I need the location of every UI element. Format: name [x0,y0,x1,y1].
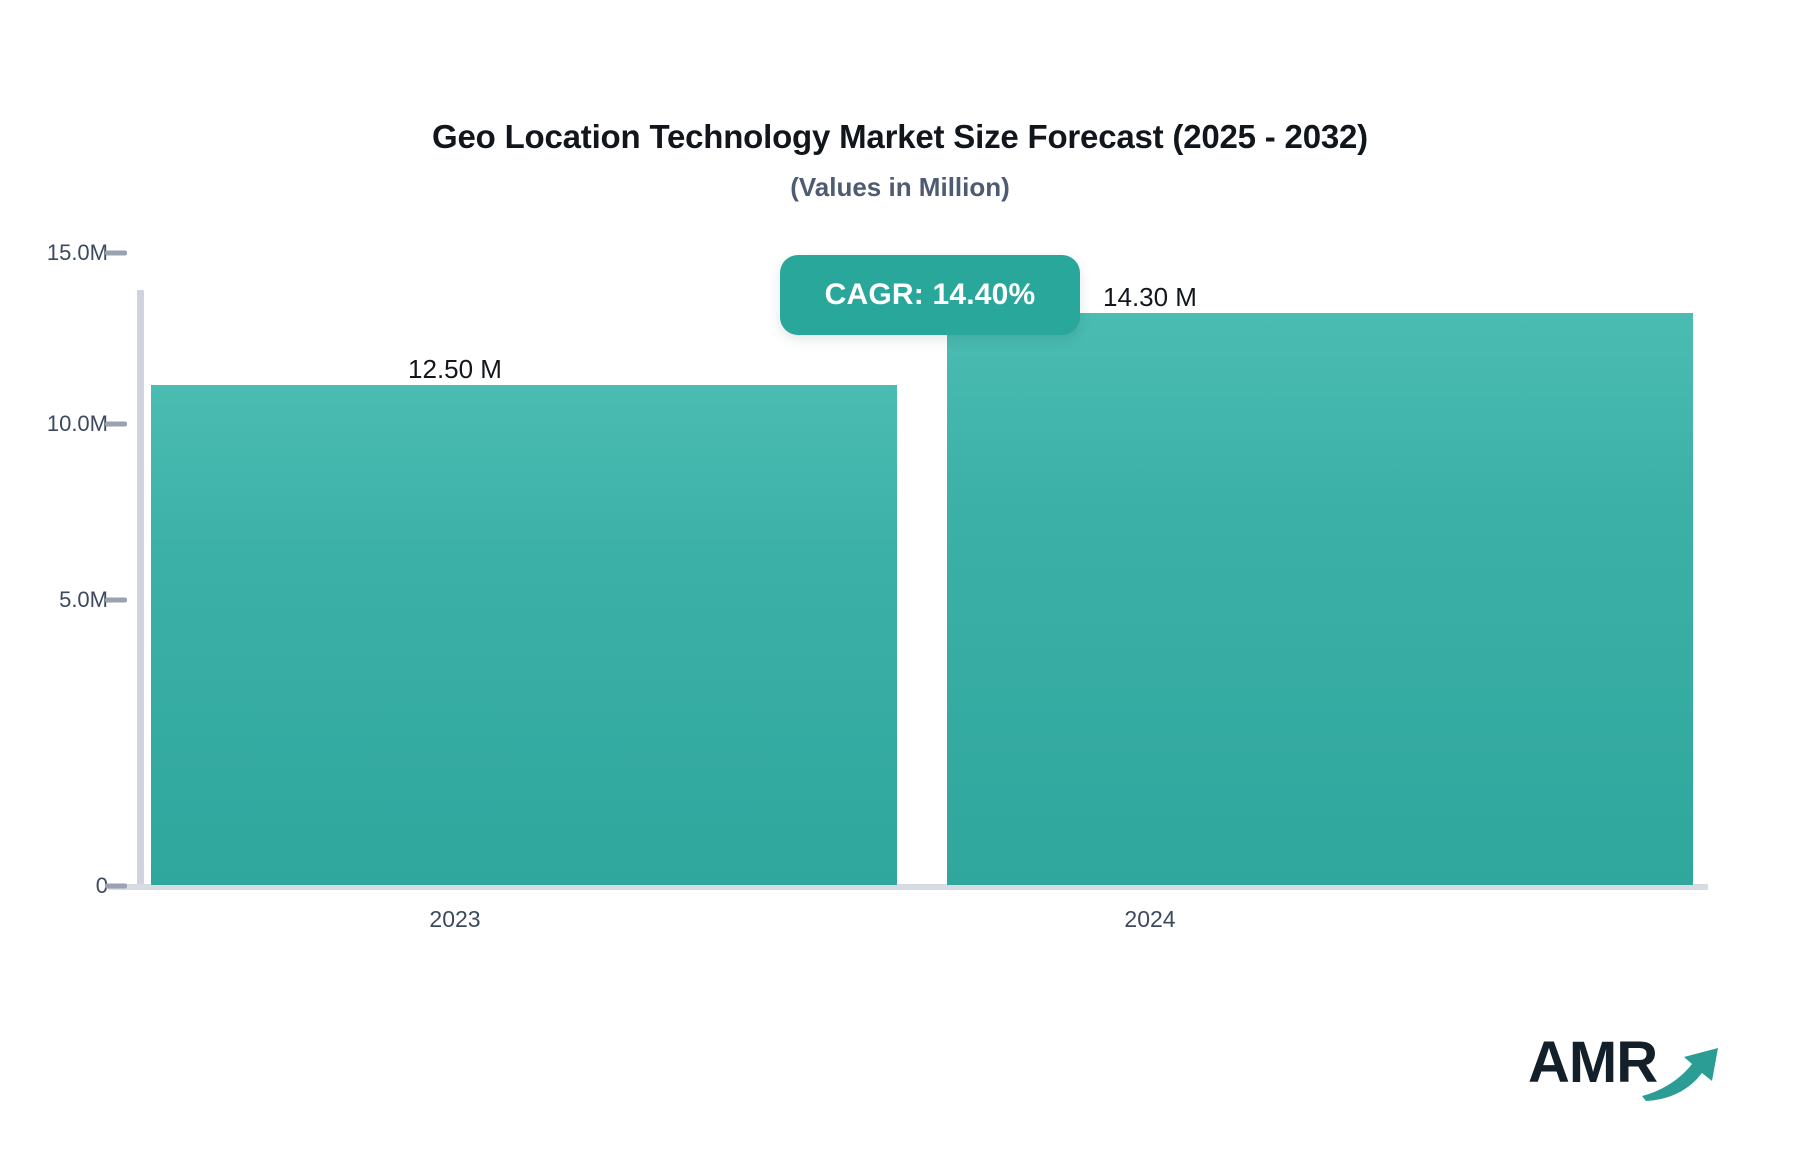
x-tick-label-2023: 2023 [429,906,481,932]
amr-logo: AMR [1528,1030,1728,1110]
x-axis-line [108,884,1708,890]
bar-value-label-2024: 14.30 M [1103,282,1197,312]
y-tick-dash-0 [105,883,127,889]
bar-2024[interactable] [947,313,1693,885]
y-tick-label-15: 15.0M [46,240,108,265]
cagr-badge-label: CAGR: 14.40% [824,278,1036,311]
y-tick-label-10: 10.0M [46,411,108,436]
y-tick-dash-5 [105,597,127,603]
x-tick-label-2024: 2024 [1124,906,1176,932]
page-title: Geo Location Technology Market Size Fore… [432,118,1368,155]
y-tick-dash-15 [105,250,127,256]
y-tick-label-0: 0 [95,873,108,898]
y-axis-line [137,290,144,888]
chart-subtitle: (Values in Million) [790,172,1010,202]
amr-logo-text: AMR [1528,1030,1658,1095]
growth-arrow-icon [1642,1048,1718,1101]
y-tick-dash-10 [105,421,127,427]
bar-2023[interactable] [151,385,897,885]
y-tick-label-5: 5.0M [59,587,108,612]
bar-value-label-2023: 12.50 M [408,354,502,384]
cagr-badge[interactable]: CAGR: 14.40% [780,255,1080,335]
